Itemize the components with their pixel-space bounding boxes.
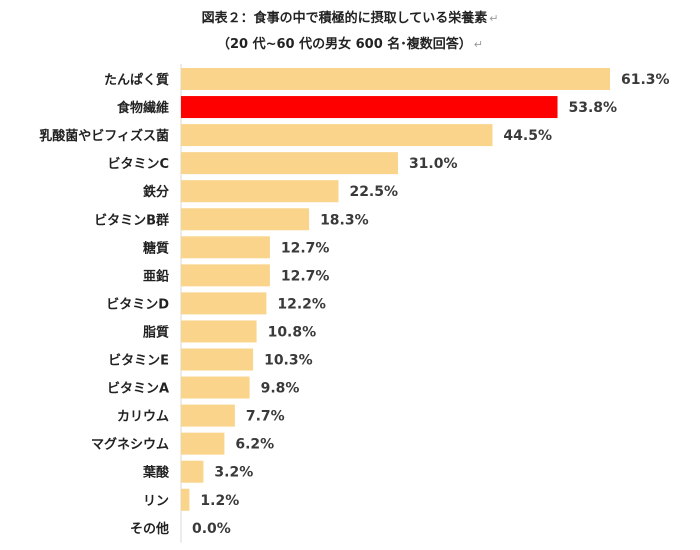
value-label-14: 3.2% <box>214 465 253 481</box>
category-label-11: ビタミンA <box>107 381 169 397</box>
category-label-8: ビタミンD <box>106 296 169 312</box>
value-labels-group: 61.3%53.8% 44.5% 31.0% 22.5% 18.3% 12.7% 12.7%… <box>192 72 670 537</box>
bar-4 <box>181 180 339 203</box>
value-label-3: 31.0% <box>409 156 458 172</box>
value-label-16: 0.0% <box>192 521 231 537</box>
chart-title-block: 図表２：食事の中で積極的に摂取している栄養素 ↵ （20 代~60 代の男女 60… <box>0 6 700 58</box>
category-label-3: ビタミンC <box>107 156 169 172</box>
bar-1 <box>181 96 558 119</box>
category-label-9: 脂質 <box>142 324 169 340</box>
bar-10 <box>181 348 254 371</box>
bar-0 <box>181 68 610 90</box>
value-label-10: 10.3% <box>264 353 313 369</box>
bar-5 <box>181 208 310 231</box>
value-label-1: 53.8% <box>569 100 618 116</box>
category-label-16: その他 <box>130 521 169 537</box>
category-label-13: マグネシウム <box>91 437 169 453</box>
category-label-5: ビタミンB群 <box>94 212 169 228</box>
category-label-10: ビタミンE <box>108 353 169 369</box>
bar-3 <box>181 152 398 175</box>
value-label-15: 1.2% <box>200 493 239 509</box>
category-label-6: 糖質 <box>143 240 169 256</box>
return-mark-icon: ↵ <box>473 38 484 51</box>
bar-2 <box>181 124 493 147</box>
value-label-4: 22.5% <box>349 184 398 200</box>
value-label-7: 12.7% <box>281 268 330 284</box>
bar-13 <box>181 432 225 455</box>
chart-title-line: 図表２：食事の中で積極的に摂取している栄養素 ↵ <box>0 6 700 32</box>
bar-15 <box>181 488 190 511</box>
bar-12 <box>181 404 235 427</box>
value-label-0: 61.3% <box>621 72 670 88</box>
chart-title: 図表２：食事の中で積極的に摂取している栄養素 <box>201 11 488 26</box>
bar-11 <box>181 376 250 399</box>
value-label-8: 12.2% <box>277 296 326 312</box>
chart-subtitle: （20 代~60 代の男女 600 名･複数回答） <box>216 37 472 52</box>
category-label-14: 葉酸 <box>142 465 170 481</box>
category-label-4: 鉄分 <box>143 184 169 200</box>
value-label-13: 6.2% <box>235 437 274 453</box>
bar-8 <box>181 292 267 315</box>
category-label-2: 乳酸菌やビフィズス菌 <box>39 128 169 144</box>
bar-9 <box>181 320 257 343</box>
chart-subtitle-line: （20 代~60 代の男女 600 名･複数回答） ↵ <box>0 32 700 58</box>
category-label-0: たんぱく質 <box>104 72 169 88</box>
value-label-11: 9.8% <box>261 381 300 397</box>
value-label-6: 12.7% <box>281 240 330 256</box>
bar-7 <box>181 264 270 287</box>
value-label-5: 18.3% <box>320 212 369 228</box>
value-label-12: 7.7% <box>246 409 285 425</box>
return-mark-icon: ↵ <box>489 12 499 25</box>
category-label-7: 亜鉛 <box>143 268 169 284</box>
bars-group <box>181 68 610 511</box>
bar-6 <box>181 236 270 259</box>
category-label-1: 食物繊維 <box>117 100 169 116</box>
value-label-9: 10.8% <box>268 324 317 340</box>
value-label-2: 44.5% <box>503 128 552 144</box>
bar-14 <box>181 460 204 483</box>
category-label-12: カリウム <box>117 410 169 425</box>
category-label-15: リン <box>143 494 169 509</box>
